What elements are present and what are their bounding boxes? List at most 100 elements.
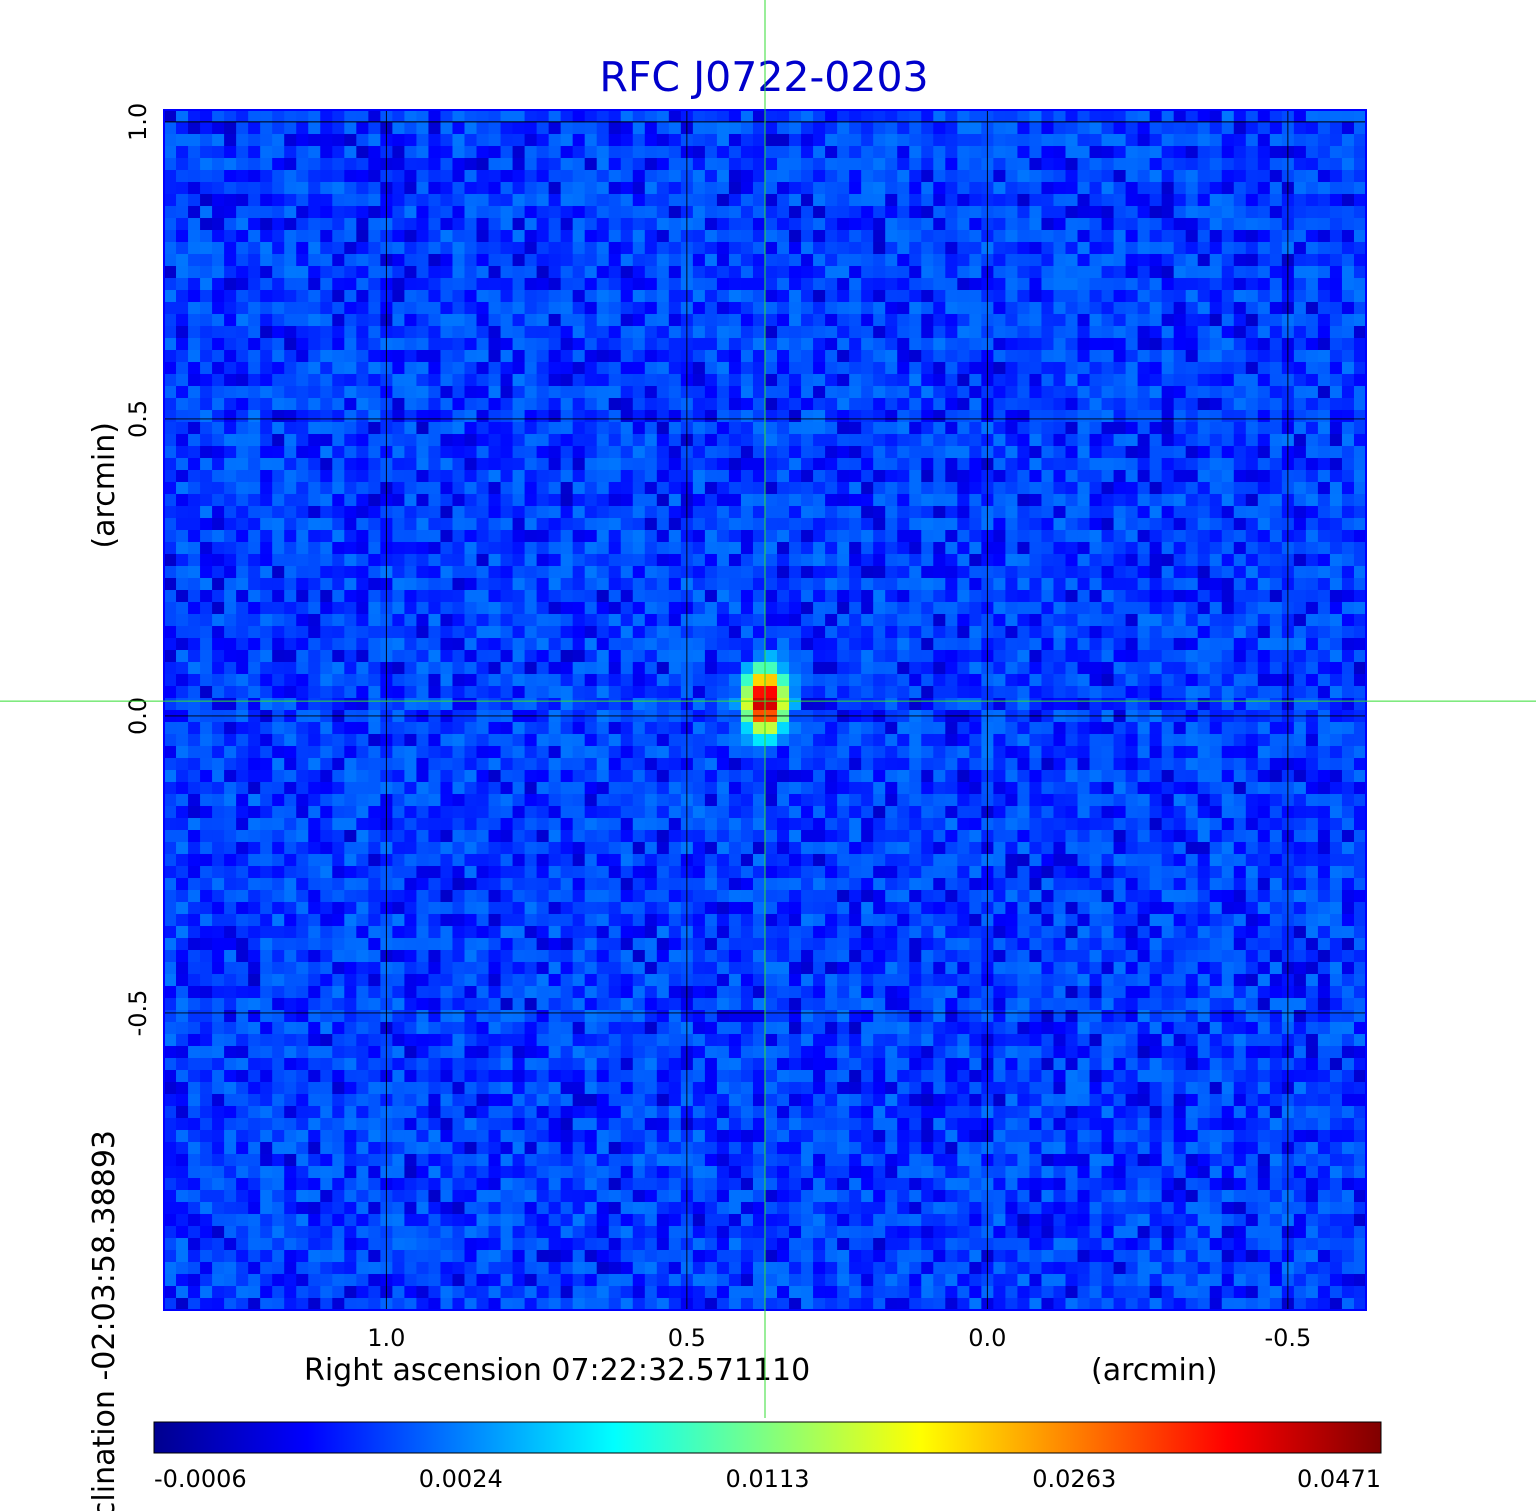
image-pixel bbox=[656, 470, 670, 483]
image-pixel bbox=[212, 290, 225, 303]
image-pixel bbox=[296, 554, 309, 567]
image-pixel bbox=[500, 494, 514, 507]
image-pixel bbox=[704, 110, 718, 123]
image-pixel bbox=[1197, 170, 1211, 183]
image-pixel bbox=[1113, 530, 1127, 543]
image-pixel bbox=[933, 122, 946, 135]
image-pixel bbox=[1293, 470, 1307, 483]
image-pixel bbox=[957, 650, 970, 663]
image-pixel bbox=[909, 350, 922, 363]
image-pixel bbox=[404, 470, 418, 483]
image-pixel bbox=[176, 470, 189, 483]
image-pixel bbox=[1089, 326, 1103, 339]
image-pixel bbox=[1089, 182, 1103, 195]
image-pixel bbox=[1245, 386, 1259, 399]
image-pixel bbox=[1005, 278, 1019, 291]
image-pixel bbox=[1017, 386, 1031, 399]
image-pixel bbox=[368, 338, 381, 351]
image-pixel bbox=[765, 206, 778, 219]
image-pixel bbox=[777, 314, 790, 327]
image-pixel bbox=[933, 314, 946, 327]
image-pixel bbox=[188, 494, 201, 507]
image-pixel bbox=[1077, 686, 1091, 699]
image-pixel bbox=[1185, 242, 1199, 255]
image-pixel bbox=[1293, 530, 1307, 543]
image-pixel bbox=[320, 410, 333, 423]
image-pixel bbox=[1305, 578, 1319, 591]
image-pixel bbox=[536, 134, 550, 147]
image-pixel bbox=[1317, 518, 1331, 531]
image-pixel bbox=[392, 110, 405, 123]
image-pixel bbox=[404, 338, 418, 351]
image-pixel bbox=[644, 350, 658, 363]
image-pixel bbox=[368, 326, 381, 339]
image-pixel bbox=[428, 662, 442, 675]
image-pixel bbox=[644, 554, 658, 567]
image-pixel bbox=[1149, 650, 1163, 663]
image-pixel bbox=[620, 170, 634, 183]
image-pixel bbox=[1317, 218, 1331, 231]
image-pixel bbox=[1233, 302, 1247, 315]
image-pixel bbox=[1053, 650, 1067, 663]
image-pixel bbox=[656, 566, 670, 579]
image-pixel bbox=[909, 206, 922, 219]
image-pixel bbox=[849, 266, 862, 279]
image-pixel bbox=[957, 326, 970, 339]
image-pixel bbox=[728, 374, 742, 387]
image-pixel bbox=[765, 686, 778, 699]
image-pixel bbox=[1017, 182, 1031, 195]
image-pixel bbox=[945, 470, 958, 483]
image-pixel bbox=[404, 422, 418, 435]
image-pixel bbox=[656, 326, 670, 339]
image-pixel bbox=[945, 542, 958, 555]
image-pixel bbox=[873, 398, 886, 411]
image-pixel bbox=[308, 314, 321, 327]
image-pixel bbox=[1041, 422, 1055, 435]
image-pixel bbox=[440, 386, 454, 399]
image-pixel bbox=[356, 254, 369, 267]
image-pixel bbox=[777, 374, 790, 387]
image-pixel bbox=[656, 506, 670, 519]
image-pixel bbox=[692, 458, 706, 471]
image-pixel bbox=[825, 458, 838, 471]
image-pixel bbox=[740, 518, 754, 531]
image-pixel bbox=[632, 686, 646, 699]
image-pixel bbox=[1293, 110, 1307, 123]
image-pixel bbox=[837, 422, 850, 435]
image-pixel bbox=[512, 326, 526, 339]
image-pixel bbox=[957, 434, 970, 447]
image-pixel bbox=[236, 650, 249, 663]
image-pixel bbox=[176, 602, 189, 615]
image-pixel bbox=[825, 398, 838, 411]
image-pixel bbox=[692, 398, 706, 411]
image-pixel bbox=[704, 302, 718, 315]
image-pixel bbox=[1305, 206, 1319, 219]
image-pixel bbox=[801, 110, 814, 123]
image-pixel bbox=[849, 494, 862, 507]
image-pixel bbox=[1077, 638, 1091, 651]
image-pixel bbox=[813, 674, 826, 687]
image-pixel bbox=[825, 242, 838, 255]
image-pixel bbox=[248, 554, 261, 567]
image-pixel bbox=[596, 110, 610, 123]
image-pixel bbox=[356, 470, 369, 483]
image-pixel bbox=[1065, 122, 1079, 135]
image-pixel bbox=[608, 434, 622, 447]
image-pixel bbox=[188, 614, 201, 627]
image-pixel bbox=[428, 626, 442, 639]
image-pixel bbox=[1197, 494, 1211, 507]
image-pixel bbox=[188, 218, 201, 231]
image-pixel bbox=[969, 530, 982, 543]
image-pixel bbox=[200, 266, 213, 279]
image-pixel bbox=[440, 530, 454, 543]
image-pixel bbox=[212, 302, 225, 315]
image-pixel bbox=[488, 302, 502, 315]
image-pixel bbox=[296, 266, 309, 279]
image-pixel bbox=[1209, 434, 1223, 447]
image-pixel bbox=[308, 566, 321, 579]
image-pixel bbox=[957, 194, 970, 207]
image-pixel bbox=[368, 446, 381, 459]
image-pixel bbox=[1317, 194, 1331, 207]
image-pixel bbox=[668, 110, 682, 123]
image-pixel bbox=[404, 590, 418, 603]
